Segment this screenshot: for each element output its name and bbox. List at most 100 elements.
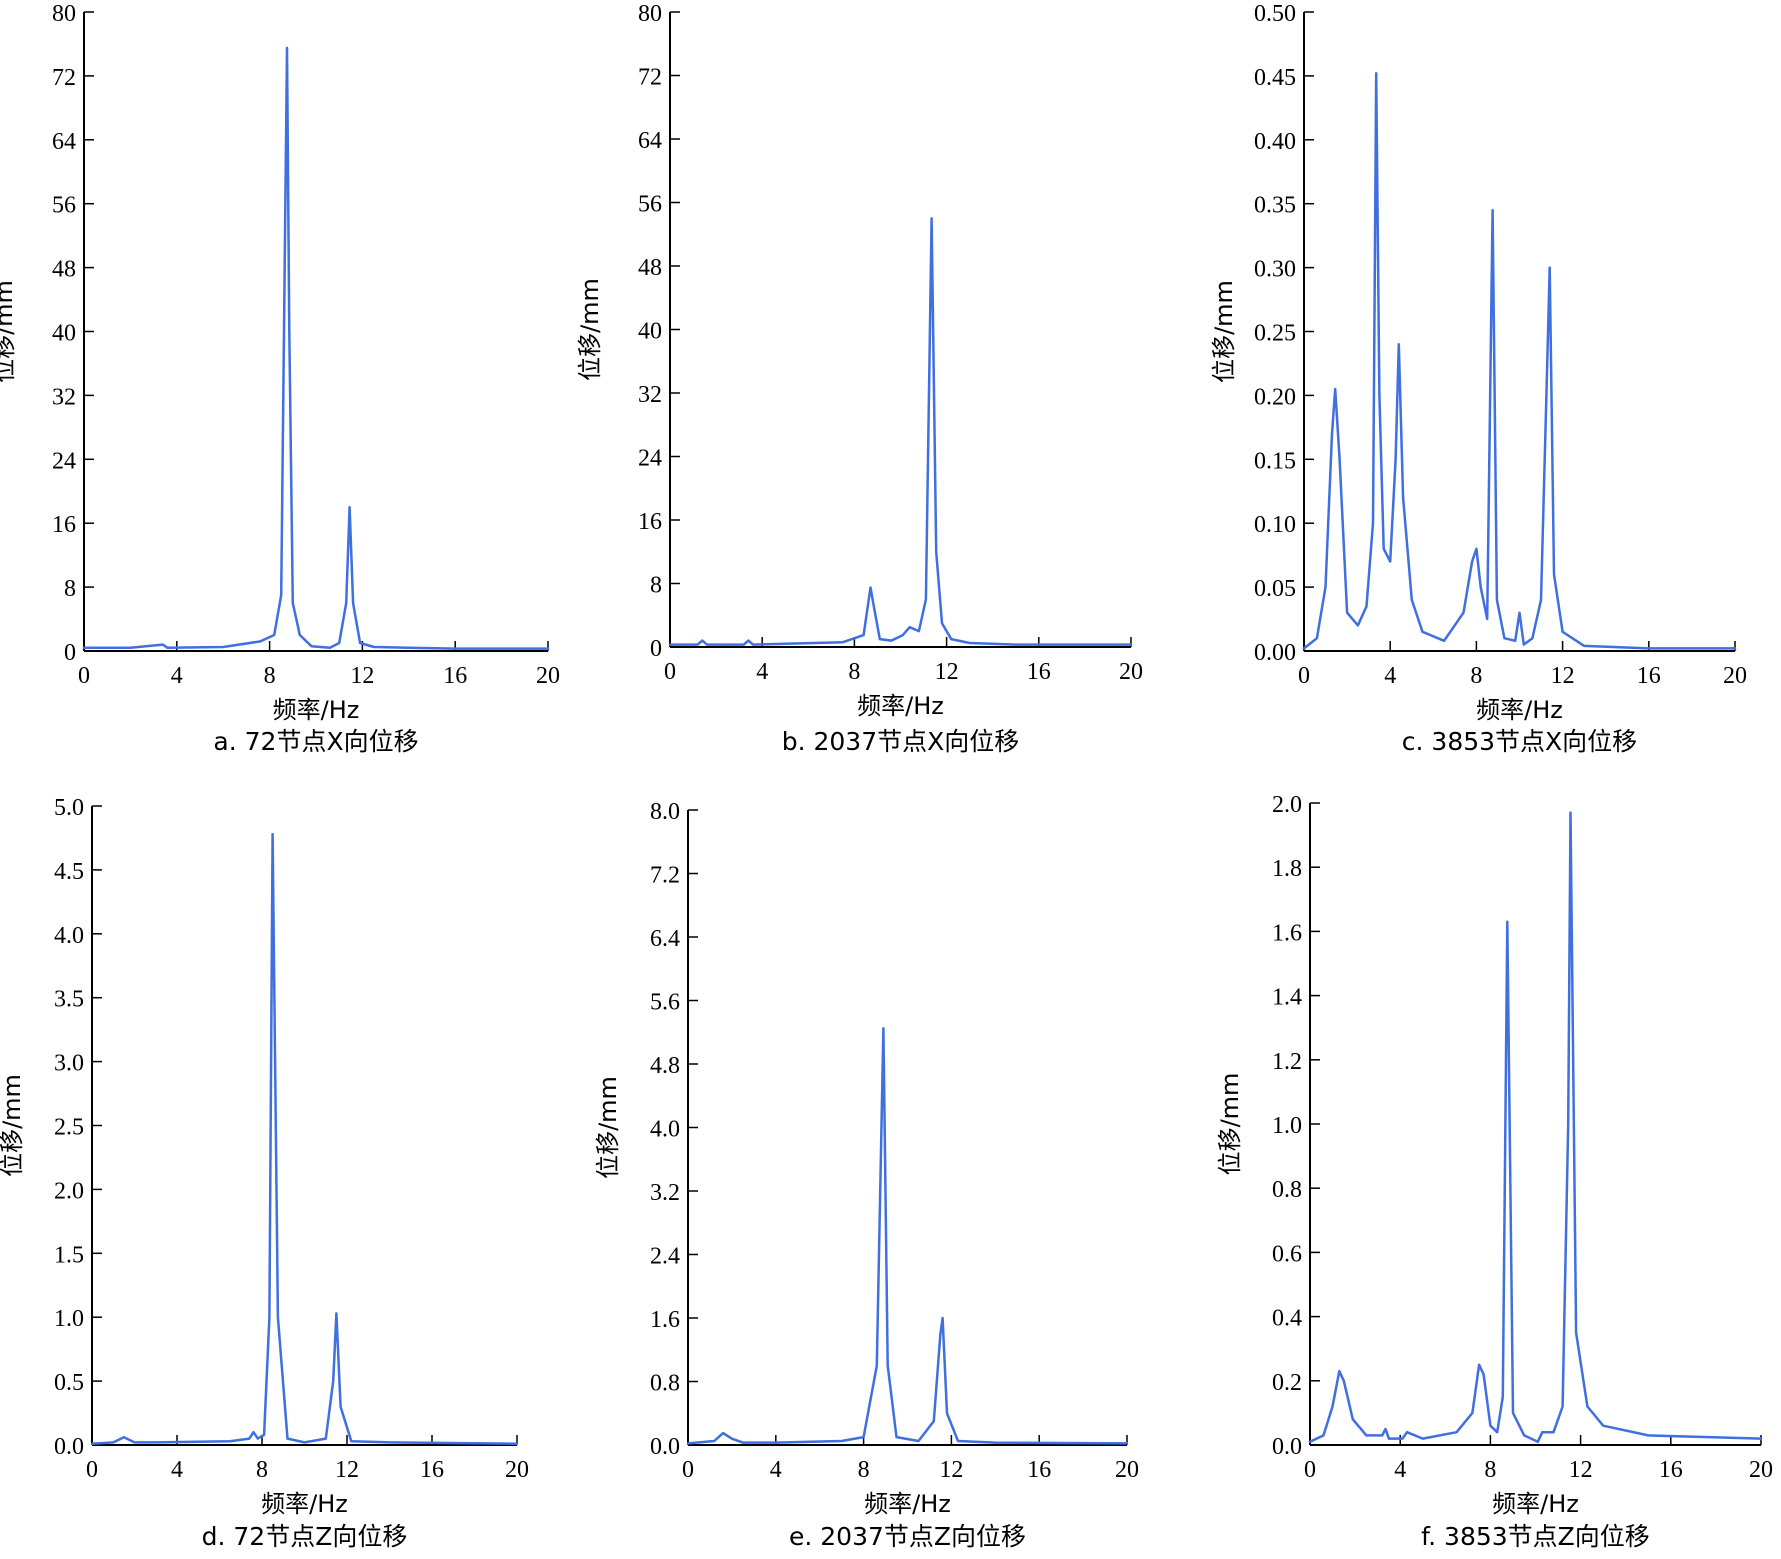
- y-tick-label: 0.50: [1254, 1, 1296, 27]
- y-tick-label: 3.0: [54, 1051, 84, 1077]
- y-tick-label: 80: [638, 1, 662, 27]
- chart-panel-c: 0.00 0.05 0.10 0.15 0.20 0.25 0.30 0.35 0.40 0.45…: [1210, 1, 1747, 756]
- series-line: [90, 832, 519, 1445]
- x-tick-label: 16: [1659, 1457, 1683, 1483]
- y-tick-label: 0.15: [1254, 448, 1296, 474]
- y-tick-label: 4.0: [54, 923, 84, 949]
- x-tick-label: 20: [1723, 663, 1747, 689]
- y-tick-label: 40: [52, 321, 76, 347]
- series-line: [1308, 811, 1763, 1444]
- chart-caption: e. 2037节点Z向位移: [789, 1522, 1026, 1551]
- x-tick-label: 12: [350, 663, 374, 689]
- y-tick-label: 72: [638, 65, 662, 91]
- y-tick-label: 0.10: [1254, 512, 1296, 538]
- y-tick-label: 4.8: [650, 1053, 680, 1079]
- y-tick-label: 0.20: [1254, 384, 1296, 410]
- x-tick-label: 20: [536, 663, 560, 689]
- y-tick-label: 56: [52, 193, 76, 219]
- y-tick-label: 0.2: [1272, 1370, 1302, 1396]
- y-tick-label: 16: [638, 509, 662, 535]
- x-axis-title: 频率/Hz: [864, 1490, 951, 1518]
- x-tick-label: 16: [443, 663, 467, 689]
- y-tick-label: 0.35: [1254, 193, 1296, 219]
- y-axis-title: 位移/mm: [594, 1076, 622, 1179]
- y-tick-label: 6.4: [650, 926, 680, 952]
- x-tick-label: 16: [1637, 663, 1661, 689]
- x-tick-label: 0: [86, 1457, 98, 1483]
- y-tick-label: 48: [638, 255, 662, 281]
- series-line: [82, 46, 550, 650]
- y-tick-label: 24: [638, 446, 662, 472]
- x-tick-label: 8: [264, 663, 276, 689]
- y-tick-label: 1.0: [54, 1306, 84, 1332]
- y-tick-label: 0.0: [1272, 1434, 1302, 1460]
- chart-caption: a. 72节点X向位移: [213, 727, 418, 756]
- y-tick-label: 5.6: [650, 990, 680, 1016]
- x-tick-label: 12: [1551, 663, 1575, 689]
- y-tick-label: 5.0: [54, 795, 84, 821]
- y-tick-label: 1.4: [1272, 985, 1302, 1011]
- chart-panel-e: 0.0 0.8 1.6 2.4 3.2 4.0 4.8 5.6 6.4 7.2 8.0 0 4 8 12 16…: [594, 799, 1139, 1551]
- y-tick-label: 32: [638, 382, 662, 408]
- y-axis-title: 位移/mm: [0, 1074, 26, 1177]
- chart-panel-d: 0.0 0.5 1.0 1.5 2.0 2.5 3.0 3.5 4.0 4.5 5.0 0 4 8 12 16…: [0, 795, 529, 1551]
- y-tick-label: 0.30: [1254, 257, 1296, 283]
- x-axis-title: 频率/Hz: [273, 696, 360, 724]
- y-tick-label: 0.25: [1254, 321, 1296, 347]
- y-tick-label: 24: [52, 448, 76, 474]
- chart-caption: f. 3853节点Z向位移: [1421, 1522, 1650, 1551]
- y-tick-label: 32: [52, 384, 76, 410]
- x-tick-label: 8: [848, 659, 860, 685]
- x-axis-title: 频率/Hz: [857, 692, 944, 720]
- y-tick-label: 1.6: [1272, 920, 1302, 946]
- x-tick-label: 12: [335, 1457, 359, 1483]
- y-tick-label: 1.0: [1272, 1113, 1302, 1139]
- x-tick-label: 8: [256, 1457, 268, 1483]
- y-tick-label: 0.0: [650, 1434, 680, 1460]
- y-tick-label: 8: [650, 573, 662, 599]
- y-tick-label: 1.5: [54, 1242, 84, 1268]
- y-tick-label: 0.40: [1254, 129, 1296, 155]
- x-tick-label: 0: [78, 663, 90, 689]
- y-tick-label: 3.2: [650, 1180, 680, 1206]
- series-line: [686, 1027, 1129, 1445]
- y-tick-label: 0: [650, 636, 662, 662]
- y-tick-label: 0.8: [1272, 1177, 1302, 1203]
- chart-caption: d. 72节点Z向位移: [202, 1522, 408, 1551]
- x-tick-label: 20: [1115, 1457, 1139, 1483]
- x-tick-label: 12: [939, 1457, 963, 1483]
- y-tick-label: 1.6: [650, 1307, 680, 1333]
- x-axis-title: 频率/Hz: [1476, 696, 1563, 724]
- y-tick-label: 0.45: [1254, 65, 1296, 91]
- chart-caption: b. 2037节点X向位移: [782, 727, 1020, 756]
- x-tick-label: 4: [1384, 663, 1396, 689]
- y-tick-label: 64: [52, 129, 76, 155]
- x-axis-title: 频率/Hz: [261, 1490, 348, 1518]
- y-tick-label: 0.4: [1272, 1306, 1302, 1332]
- x-tick-label: 4: [171, 1457, 183, 1483]
- y-tick-label: 56: [638, 192, 662, 218]
- y-axis-title: 位移/mm: [1210, 280, 1238, 383]
- x-tick-label: 0: [1298, 663, 1310, 689]
- x-tick-label: 12: [935, 659, 959, 685]
- y-tick-label: 0.05: [1254, 576, 1296, 602]
- y-tick-label: 8.0: [650, 799, 680, 825]
- y-tick-label: 0.5: [54, 1370, 84, 1396]
- chart-caption: c. 3853节点X向位移: [1402, 727, 1637, 756]
- x-tick-label: 0: [682, 1457, 694, 1483]
- y-tick-label: 0.8: [650, 1371, 680, 1397]
- y-tick-label: 0.00: [1254, 640, 1296, 666]
- y-tick-label: 3.5: [54, 987, 84, 1013]
- series-line: [1302, 72, 1737, 650]
- y-axis-title: 位移/mm: [576, 278, 604, 381]
- x-tick-label: 4: [770, 1457, 782, 1483]
- y-tick-label: 0.6: [1272, 1241, 1302, 1267]
- y-tick-label: 7.2: [650, 863, 680, 889]
- x-tick-label: 16: [420, 1457, 444, 1483]
- x-tick-label: 4: [1394, 1457, 1406, 1483]
- y-tick-label: 72: [52, 65, 76, 91]
- y-tick-label: 1.2: [1272, 1049, 1302, 1075]
- y-tick-label: 2.5: [54, 1115, 84, 1141]
